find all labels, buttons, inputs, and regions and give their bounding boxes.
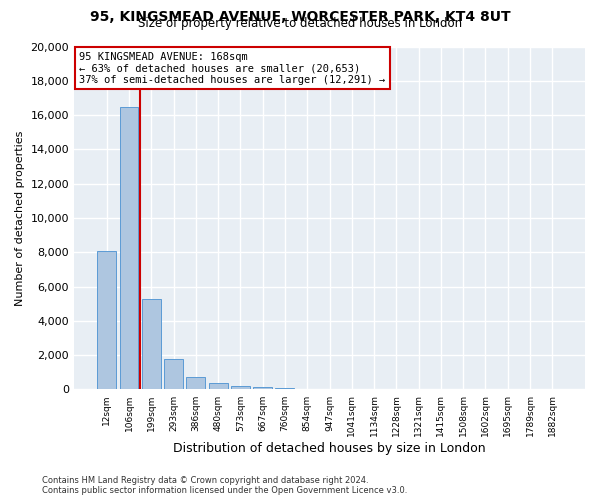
Text: Contains HM Land Registry data © Crown copyright and database right 2024.
Contai: Contains HM Land Registry data © Crown c…: [42, 476, 407, 495]
Text: 95, KINGSMEAD AVENUE, WORCESTER PARK, KT4 8UT: 95, KINGSMEAD AVENUE, WORCESTER PARK, KT…: [89, 10, 511, 24]
Bar: [275, 388, 295, 390]
Bar: [231, 386, 250, 390]
Text: 95 KINGSMEAD AVENUE: 168sqm
← 63% of detached houses are smaller (20,653)
37% of: 95 KINGSMEAD AVENUE: 168sqm ← 63% of det…: [79, 52, 385, 85]
Bar: [187, 378, 205, 390]
Bar: [97, 250, 116, 390]
Text: Size of property relative to detached houses in London: Size of property relative to detached ho…: [138, 18, 462, 30]
Bar: [164, 358, 183, 390]
Bar: [142, 300, 161, 390]
Bar: [119, 106, 139, 390]
Y-axis label: Number of detached properties: Number of detached properties: [15, 130, 25, 306]
Bar: [209, 383, 227, 390]
Bar: [253, 387, 272, 390]
X-axis label: Distribution of detached houses by size in London: Distribution of detached houses by size …: [173, 442, 486, 455]
